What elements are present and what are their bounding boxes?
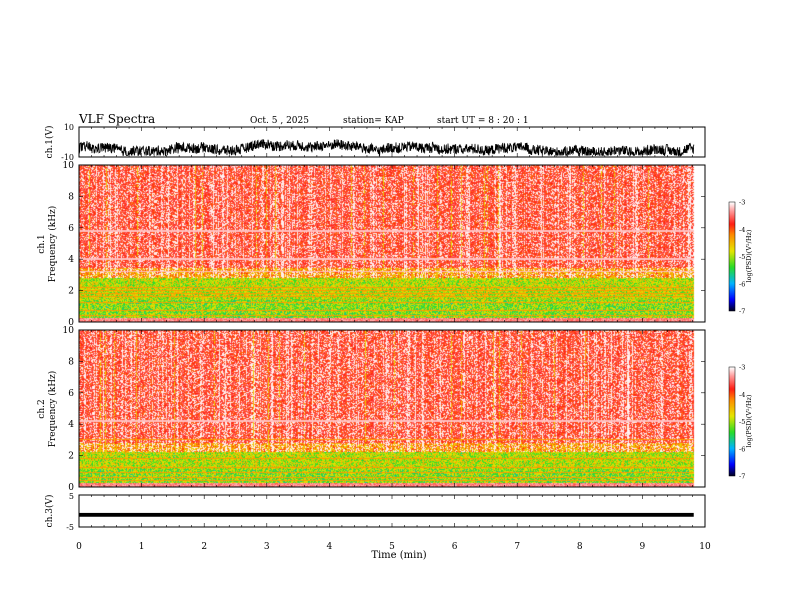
time-tick-label: 0 — [76, 542, 82, 552]
date-label: Oct. 5 , 2025 — [250, 116, 309, 126]
frequency-tick-label: 0 — [68, 483, 74, 493]
frequency-tick-label: 0 — [68, 318, 74, 328]
ch1-spectrogram-panel: 0 2 4 6 8 10 ch.1 Frequency (kHz) — [37, 161, 706, 328]
ch2-colorbar-frame — [728, 366, 736, 477]
frequency-tick-label: 4 — [68, 255, 74, 265]
time-tick-label: 6 — [452, 542, 458, 552]
ch2-colorbar-image — [729, 367, 735, 476]
time-tick-label: 7 — [514, 542, 520, 552]
ch1-colorbar-tick-labels: -3 -4 -5 -6 -7 — [739, 199, 745, 316]
ch1-ytick-top: 10 — [64, 123, 74, 132]
time-tick-label: 3 — [264, 542, 270, 552]
ch2-spectrogram-ticks — [78, 330, 706, 487]
ch2-colorbar-tick-labels: -3 -4 -5 -6 -7 — [739, 364, 745, 481]
ch2-spec-ylabel-freq: Frequency (kHz) — [47, 371, 58, 448]
time-tick-label: 9 — [640, 542, 646, 552]
time-tick-label: 10 — [699, 542, 711, 552]
ch1-ylabel: ch.1(V) — [44, 126, 55, 159]
colorbar-tick-label: -3 — [739, 199, 745, 207]
ch1-waveform-panel: 10 -10 ch.1(V) — [44, 123, 706, 162]
figure-title: VLF Spectra — [78, 112, 155, 126]
ch1-spectrogram-ticks — [78, 165, 706, 322]
time-tick-label: 4 — [327, 542, 333, 552]
ch1-spec-ylabel-freq: Frequency (kHz) — [47, 206, 58, 283]
time-tick-label: 2 — [201, 542, 207, 552]
time-tick-label: 1 — [139, 542, 145, 552]
time-axis-label: Time (min) — [371, 550, 426, 561]
frequency-tick-label: 8 — [68, 357, 74, 367]
ch1-spec-ylabel-channel: ch.1 — [37, 234, 47, 253]
time-tick-label: 5 — [389, 542, 395, 552]
frequency-tick-label: 10 — [63, 326, 75, 336]
colorbar-tick-label: -3 — [739, 364, 745, 372]
ch3-ytick-bottom: -5 — [66, 523, 74, 532]
colorbar-tick-label: -6 — [739, 280, 745, 288]
ch2-colorbar: -3 -4 -5 -6 -7 log(PSD)(V²/Hz) — [728, 364, 753, 481]
ch1-waveform-line — [78, 139, 695, 157]
ch3-waveform-ticks — [78, 495, 706, 527]
frequency-tick-label: 2 — [68, 452, 74, 462]
colorbar-tick-label: -4 — [739, 226, 745, 234]
ch2-spec-ylabel-channel: ch.2 — [37, 399, 47, 418]
ch1-colorbar-label: log(PSD)(V²/Hz) — [745, 229, 753, 282]
ch1-frequency-tick-labels: 0 2 4 6 8 10 — [63, 161, 705, 328]
ch1-waveform-ticks — [78, 127, 706, 157]
ch3-waveform-panel: 5 -5 ch.3(V) — [44, 492, 706, 532]
colorbar-tick-label: -5 — [739, 253, 745, 261]
ch1-ytick-bottom: -10 — [61, 153, 74, 162]
ch3-waveform-band — [79, 512, 694, 517]
colorbar-tick-label: -4 — [739, 391, 745, 399]
frequency-tick-label: 10 — [63, 161, 75, 171]
ch1-colorbar: -3 -4 -5 -6 -7 log(PSD)(V²/Hz) — [728, 199, 753, 316]
ch3-ytick-top: 5 — [69, 492, 74, 501]
time-tick-label: 8 — [577, 542, 583, 552]
station-label: station= KAP — [343, 116, 404, 126]
ch2-spectrogram-image — [79, 330, 705, 487]
ch1-colorbar-image — [729, 202, 735, 311]
frequency-tick-label: 4 — [68, 420, 74, 430]
ch2-colorbar-label: log(PSD)(V²/Hz) — [745, 394, 753, 447]
time-axis-tick-labels: 0 1 2 3 4 5 6 7 8 9 10 — [76, 542, 711, 552]
colorbar-tick-label: -6 — [739, 445, 745, 453]
ch3-waveform-frame — [78, 494, 706, 528]
ch1-spectrogram-image — [79, 165, 705, 322]
colorbar-tick-label: -7 — [739, 308, 745, 316]
ch1-colorbar-frame — [728, 201, 736, 312]
ch2-spectrogram-panel: 0 2 4 6 8 10 ch.2 Frequency (kHz) — [37, 326, 706, 493]
frequency-tick-label: 8 — [68, 192, 74, 202]
ch3-ylabel: ch.3(V) — [44, 495, 55, 528]
start-time-label: start UT = 8 : 20 : 1 — [437, 116, 529, 126]
ch2-frequency-tick-labels: 0 2 4 6 8 10 — [63, 326, 705, 493]
frequency-tick-label: 6 — [68, 389, 74, 399]
frequency-tick-label: 2 — [68, 287, 74, 297]
colorbar-tick-label: -7 — [739, 473, 745, 481]
frequency-tick-label: 6 — [68, 224, 74, 234]
colorbar-tick-label: -5 — [739, 418, 745, 426]
